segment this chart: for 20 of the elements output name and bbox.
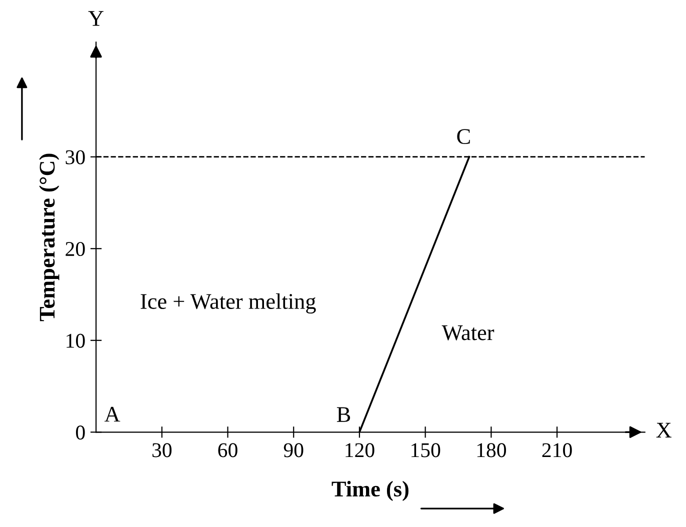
- x-axis-title: Time (s): [332, 480, 408, 502]
- y-tick-label: 20: [66, 242, 85, 256]
- y-axis-title: Temperature (°C): [39, 154, 60, 322]
- annotation: Water: [442, 325, 494, 340]
- y-tick-label: 30: [66, 150, 85, 164]
- x-tick-label: 30: [152, 443, 172, 458]
- x-tick-label: 90: [284, 443, 304, 458]
- x-tick-label: 210: [542, 443, 572, 458]
- text: Y: [88, 11, 104, 26]
- annotation: B: [336, 407, 350, 422]
- annotation: C: [457, 129, 470, 144]
- text: X: [656, 422, 672, 438]
- x-tick-label: 150: [412, 443, 440, 458]
- y-tick-label: 0: [76, 426, 85, 440]
- x-tick-label: 60: [218, 443, 238, 458]
- annotation: A: [104, 406, 120, 422]
- x-tick-label: 120: [346, 443, 374, 458]
- x-tick-label: 180: [477, 443, 506, 458]
- annotation: Ice + Water melting: [140, 293, 316, 314]
- y-tick-label: 10: [66, 334, 85, 348]
